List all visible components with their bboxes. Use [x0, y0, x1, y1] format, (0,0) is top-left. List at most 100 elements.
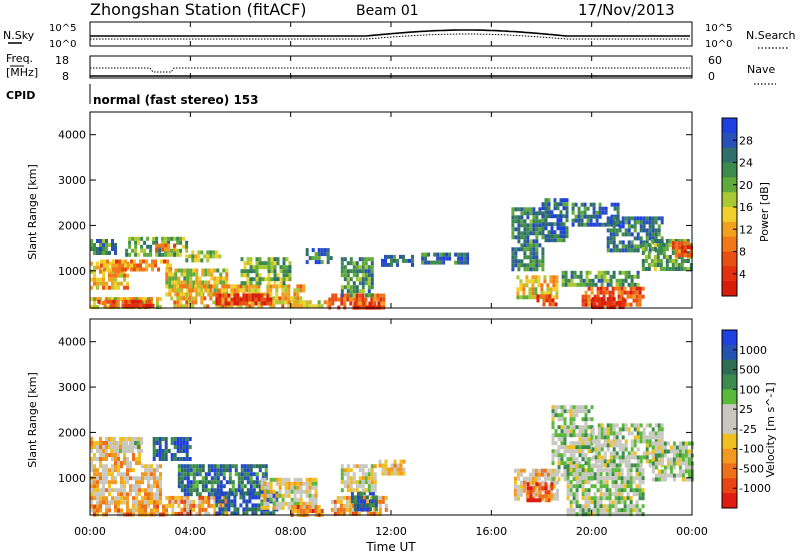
data-cell [584, 445, 588, 450]
data-cell [581, 417, 585, 422]
data-cell [168, 499, 172, 504]
colorbar-tick-label: 25 [739, 403, 753, 416]
data-cell [346, 472, 350, 477]
data-cell [180, 511, 184, 516]
data-cell [266, 297, 270, 302]
data-cell [609, 439, 613, 444]
data-cell [150, 496, 153, 501]
data-cell [333, 503, 337, 508]
data-cell [90, 484, 93, 489]
data-cell [210, 488, 214, 493]
data-cell [361, 488, 365, 493]
data-cell [372, 507, 376, 512]
data-cell [287, 485, 291, 490]
data-cell [293, 300, 297, 305]
data-cell [336, 495, 340, 500]
data-cell [562, 230, 566, 235]
data-cell [204, 484, 208, 489]
data-cell [176, 449, 180, 453]
data-cell [189, 480, 193, 485]
data-cell [689, 263, 693, 267]
data-cell [96, 504, 99, 509]
data-cell [249, 472, 253, 477]
data-cell [596, 476, 600, 481]
data-cell [189, 484, 193, 489]
data-cell [606, 244, 610, 249]
data-cell [212, 300, 216, 305]
data-cell [627, 431, 631, 436]
data-cell [552, 287, 556, 292]
data-cell [179, 457, 183, 461]
data-cell [384, 262, 387, 267]
data-cell [278, 505, 282, 510]
data-cell [239, 304, 243, 309]
data-cell [584, 468, 588, 473]
data-cell [563, 429, 567, 434]
data-cell [352, 293, 356, 298]
colorbar-swatch [722, 207, 737, 223]
data-cell [224, 293, 228, 298]
data-cell [567, 282, 571, 287]
data-cell [560, 425, 564, 430]
data-cell [617, 496, 621, 501]
data-cell [615, 232, 619, 237]
data-cell [138, 476, 141, 481]
data-cell [565, 218, 569, 223]
colorbar-tick-label: -1000 [739, 482, 771, 495]
data-cell [364, 257, 368, 262]
data-cell [578, 405, 582, 410]
data-cell [257, 503, 261, 508]
data-cell [648, 220, 652, 225]
data-cell [642, 228, 646, 233]
data-cell [158, 243, 162, 248]
data-cell [185, 300, 189, 305]
data-cell [215, 297, 219, 302]
data-cell [660, 441, 664, 446]
data-cell [358, 297, 362, 302]
data-cell [517, 263, 521, 268]
data-cell [621, 305, 625, 310]
data-cell [636, 455, 640, 460]
data-cell [99, 492, 102, 497]
data-cell [626, 472, 630, 477]
data-cell [572, 429, 576, 434]
data-cell [359, 499, 363, 504]
colorbar-tick-label: -25 [739, 423, 757, 436]
data-cell [656, 255, 660, 259]
data-cell [624, 278, 628, 283]
data-cell [257, 491, 261, 496]
data-cell [514, 207, 518, 212]
data-cell [540, 283, 544, 288]
data-cell [299, 505, 303, 509]
data-cell [266, 501, 270, 506]
data-cell [183, 492, 187, 497]
data-cell [189, 276, 193, 281]
data-cell [153, 500, 156, 505]
data-cell [544, 490, 548, 495]
data-cell [299, 477, 303, 482]
data-cell [314, 497, 318, 502]
data-cell [603, 443, 607, 448]
data-cell-block [110, 437, 144, 453]
data-cell [609, 282, 613, 287]
data-cell [566, 484, 570, 489]
data-cell [405, 258, 408, 263]
data-cell [523, 247, 527, 252]
data-cell [642, 439, 646, 444]
data-cell [613, 206, 617, 211]
data-cell [218, 507, 222, 512]
data-cell [537, 275, 541, 280]
data-cell [239, 491, 243, 496]
data-cell [139, 303, 143, 308]
data-cell [563, 473, 567, 478]
data-cell [269, 284, 273, 289]
data-cell [222, 268, 226, 273]
data-cell [156, 496, 159, 501]
data-cell [123, 273, 126, 278]
data-cell [592, 222, 596, 227]
data-cell [204, 288, 208, 293]
data-cell [372, 511, 376, 516]
x-axis-label: Time UT [365, 540, 416, 554]
data-cell [609, 427, 613, 432]
data-cell [343, 484, 347, 489]
